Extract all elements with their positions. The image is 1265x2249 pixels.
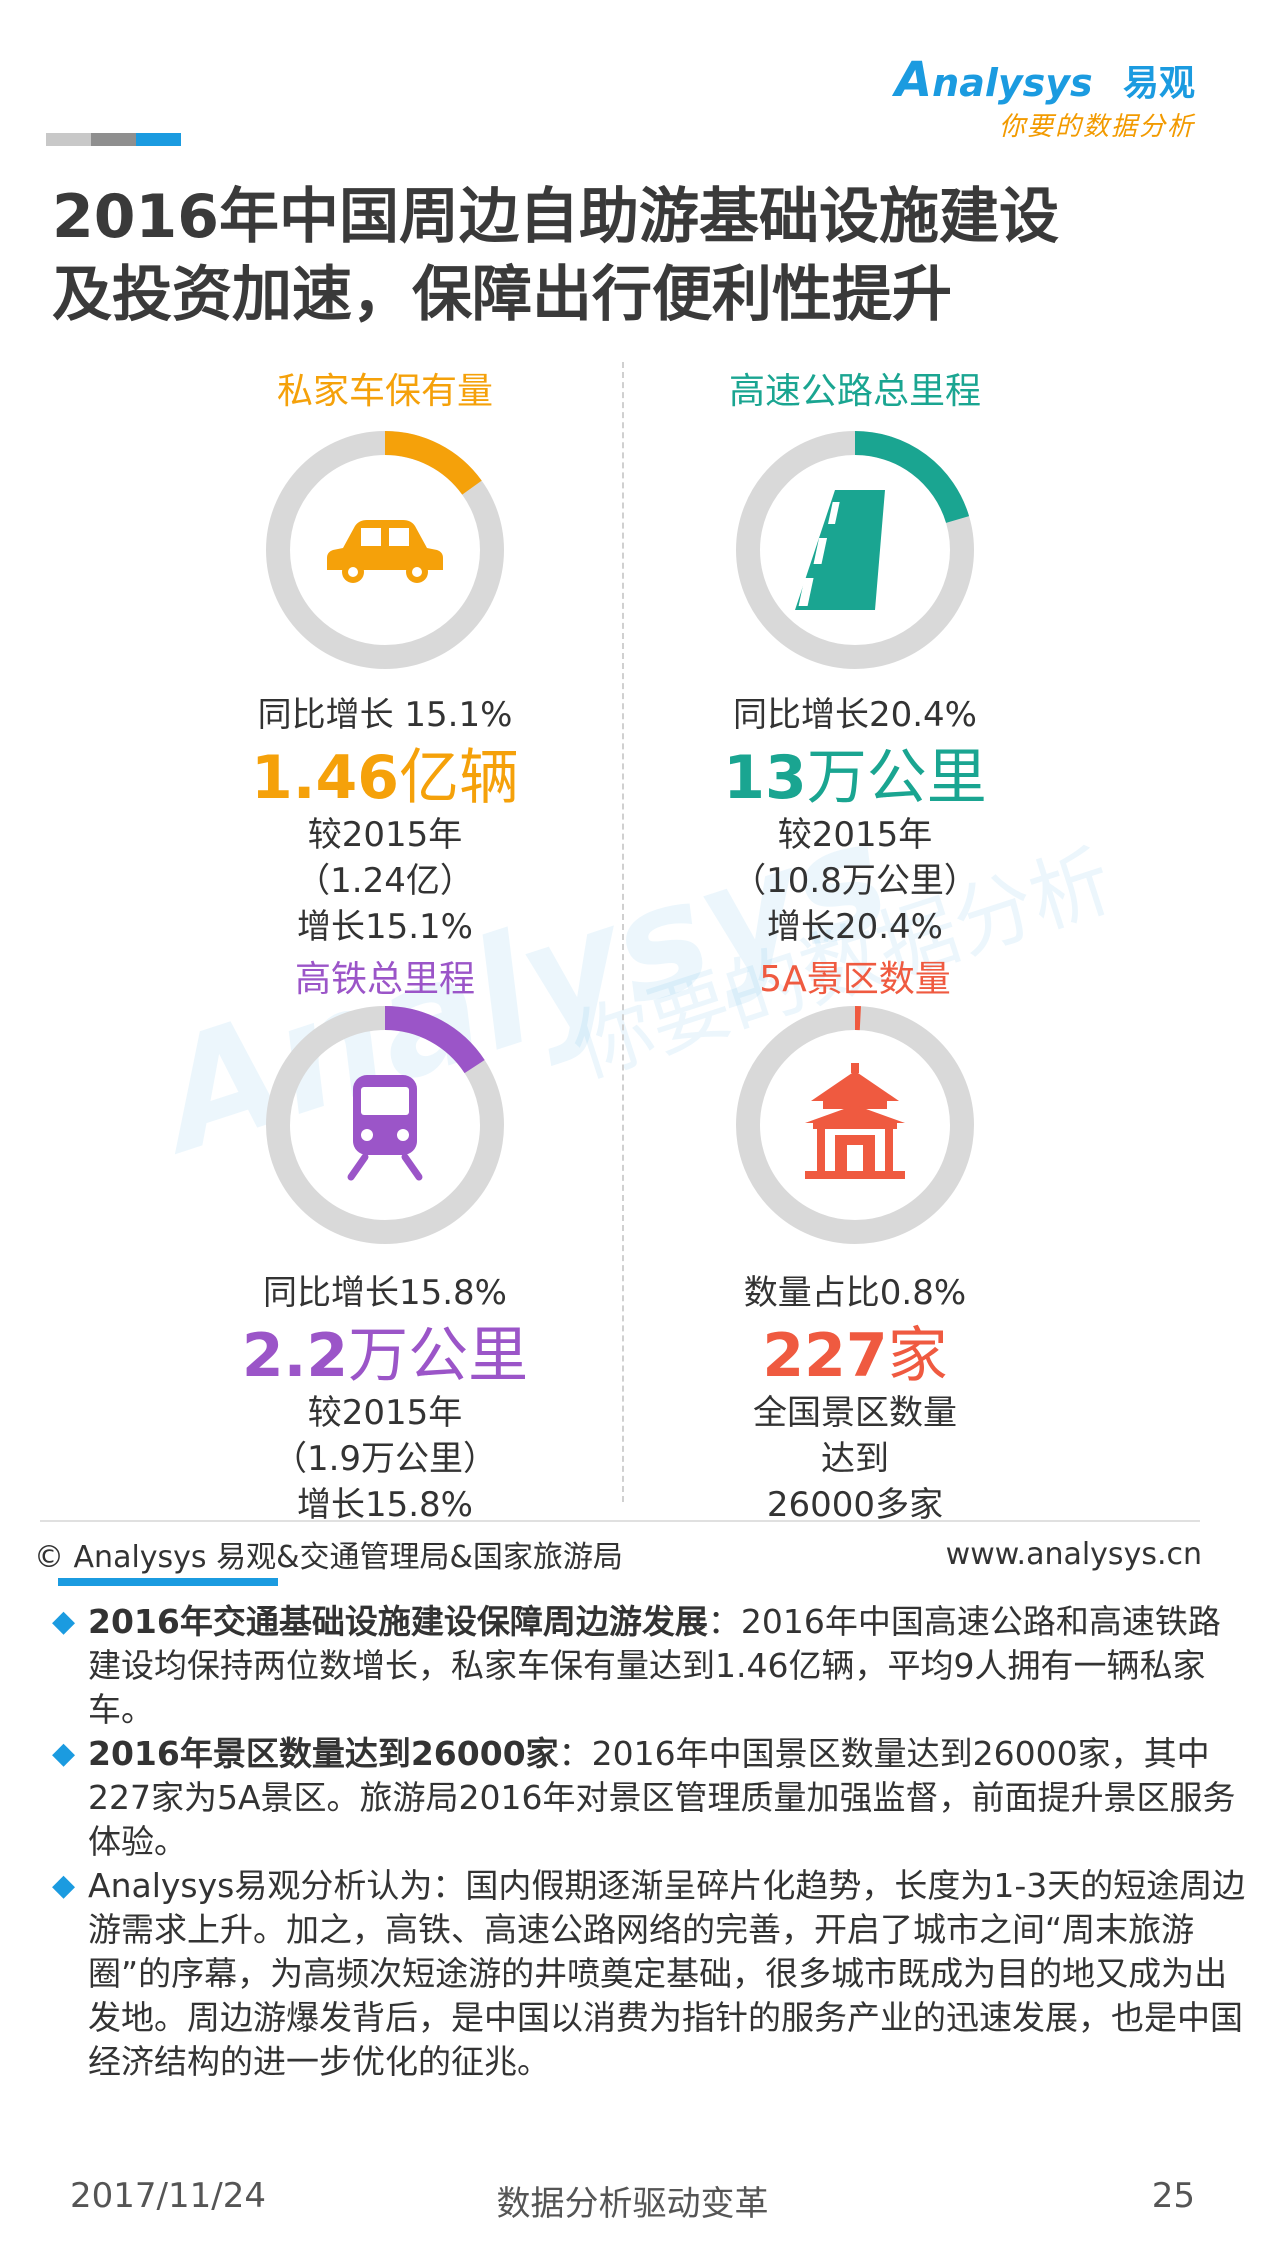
compare-line-2: （10.8万公里）: [732, 861, 978, 901]
bullet-text: Analysys易观分析认为：国内假期逐渐呈碎片化趋势，长度为1-3天的短途周边…: [88, 1866, 1246, 2081]
logo-tagline: 你要的数据分析: [998, 112, 1195, 142]
website-link[interactable]: www.analysys.cn: [945, 1537, 1202, 1572]
page-number: 25: [1151, 2176, 1195, 2216]
headline-value: 13万公里: [605, 742, 1105, 814]
bullet-text: ：2016年中国景区数量达到26000家，其中227家为5A景区。旅游局2016…: [88, 1734, 1236, 1861]
highway-icon: [795, 490, 885, 610]
compare-line-2: 达到: [821, 1439, 889, 1479]
donut-highlight-arc: [384, 1006, 485, 1074]
analysys-logo: Analysys 易观 你要的数据分析: [895, 52, 1195, 142]
bullet-item: ◆ 2016年景区数量达到26000家：2016年中国景区数量达到26000家，其…: [52, 1732, 1252, 1864]
page-title: 2016年中国周边自助游基础设施建设 及投资加速，保障出行便利性提升: [52, 178, 1232, 334]
panel-title: 私家车保有量: [276, 371, 493, 412]
donut-highlight-arc: [384, 431, 482, 495]
footer-slogan: 数据分析驱动变革: [496, 2184, 769, 2224]
panel-title: 5A景区数量: [759, 959, 951, 1000]
value-number: 13: [723, 743, 807, 813]
bullet-heading: 2016年交通基础设施建设保障周边游发展: [88, 1602, 708, 1641]
compare-details: 全国景区数量 达到 26000多家: [605, 1390, 1105, 1528]
title-line-2: 及投资加速，保障出行便利性提升: [52, 260, 952, 330]
compare-line-1: 全国景区数量: [753, 1393, 957, 1433]
panel-title: 高铁总里程: [294, 959, 475, 1000]
compare-line-3: 增长15.8%: [296, 1485, 473, 1525]
compare-line-3: 增长20.4%: [766, 907, 943, 947]
compare-line-1: 较2015年: [307, 815, 463, 855]
train-icon: [347, 1075, 423, 1181]
bullet-heading: 2016年景区数量达到26000家: [88, 1734, 559, 1773]
headline-value: 227家: [605, 1320, 1105, 1392]
header-accent-bar: [46, 133, 181, 146]
logo-text-cn: 易观: [1122, 63, 1195, 104]
donut-highlight-arc: [854, 431, 970, 524]
temple-icon: [805, 1063, 905, 1179]
donut-chart: [266, 431, 504, 669]
value-number: 1.46: [250, 743, 400, 813]
compare-line-2: （1.24亿）: [296, 861, 474, 901]
compare-details: 较2015年 （1.9万公里） 增长15.8%: [135, 1390, 635, 1528]
value-unit: 万公里: [348, 1321, 529, 1391]
value-number: 227: [762, 1321, 888, 1391]
compare-line-1: 较2015年: [777, 815, 933, 855]
compare-line-1: 较2015年: [307, 1393, 463, 1433]
diamond-bullet-icon: ◆: [52, 1736, 76, 1771]
headline-value: 1.46亿辆: [135, 742, 635, 814]
diamond-bullet-icon: ◆: [52, 1604, 76, 1639]
source-accent-bar: [58, 1578, 278, 1586]
headline-value: 2.2万公里: [135, 1320, 635, 1392]
growth-text: 同比增长20.4%: [732, 695, 977, 735]
value-number: 2.2: [241, 1321, 349, 1391]
logo-text-en: Analysys: [895, 52, 1093, 108]
bullet-text: ：2016年中国高速公路和高速铁路建设均保持两位数增长，私家车保有量达到1.46…: [88, 1602, 1221, 1729]
compare-line-3: 增长15.1%: [296, 907, 473, 947]
diamond-bullet-icon: ◆: [52, 1868, 76, 1903]
growth-text: 同比增长15.8%: [262, 1273, 507, 1313]
compare-details: 较2015年 （10.8万公里） 增长20.4%: [605, 812, 1105, 950]
vertical-divider: [622, 362, 624, 1502]
value-unit: 家: [887, 1321, 948, 1391]
car-icon: [327, 520, 443, 583]
growth-text: 数量占比0.8%: [743, 1273, 967, 1313]
footer-date: 2017/11/24: [70, 2176, 266, 2216]
compare-line-3: 26000多家: [766, 1485, 944, 1525]
growth-text: 同比增长 15.1%: [257, 695, 513, 735]
value-unit: 亿辆: [399, 743, 520, 813]
source-credit: © Analysys 易观&交通管理局&国家旅游局: [34, 1540, 623, 1575]
bullet-item: ◆ 2016年交通基础设施建设保障周边游发展：2016年中国高速公路和高速铁路建设…: [52, 1600, 1252, 1732]
bullet-item: ◆ Analysys易观分析认为：国内假期逐渐呈碎片化趋势，长度为1-3天的短途周…: [52, 1864, 1252, 2084]
donut-chart: [736, 1006, 974, 1244]
donut-chart: [266, 1006, 504, 1244]
panel-title: 高速公路总里程: [728, 371, 981, 412]
donut-chart: [736, 431, 974, 669]
title-line-1: 2016年中国周边自助游基础设施建设: [52, 182, 1059, 252]
compare-line-2: （1.9万公里）: [272, 1439, 498, 1479]
analysis-bullets: ◆ 2016年交通基础设施建设保障周边游发展：2016年中国高速公路和高速铁路建设…: [52, 1600, 1252, 2084]
compare-details: 较2015年 （1.24亿） 增长15.1%: [135, 812, 635, 950]
value-unit: 万公里: [806, 743, 987, 813]
horizontal-divider: [40, 1520, 1200, 1522]
